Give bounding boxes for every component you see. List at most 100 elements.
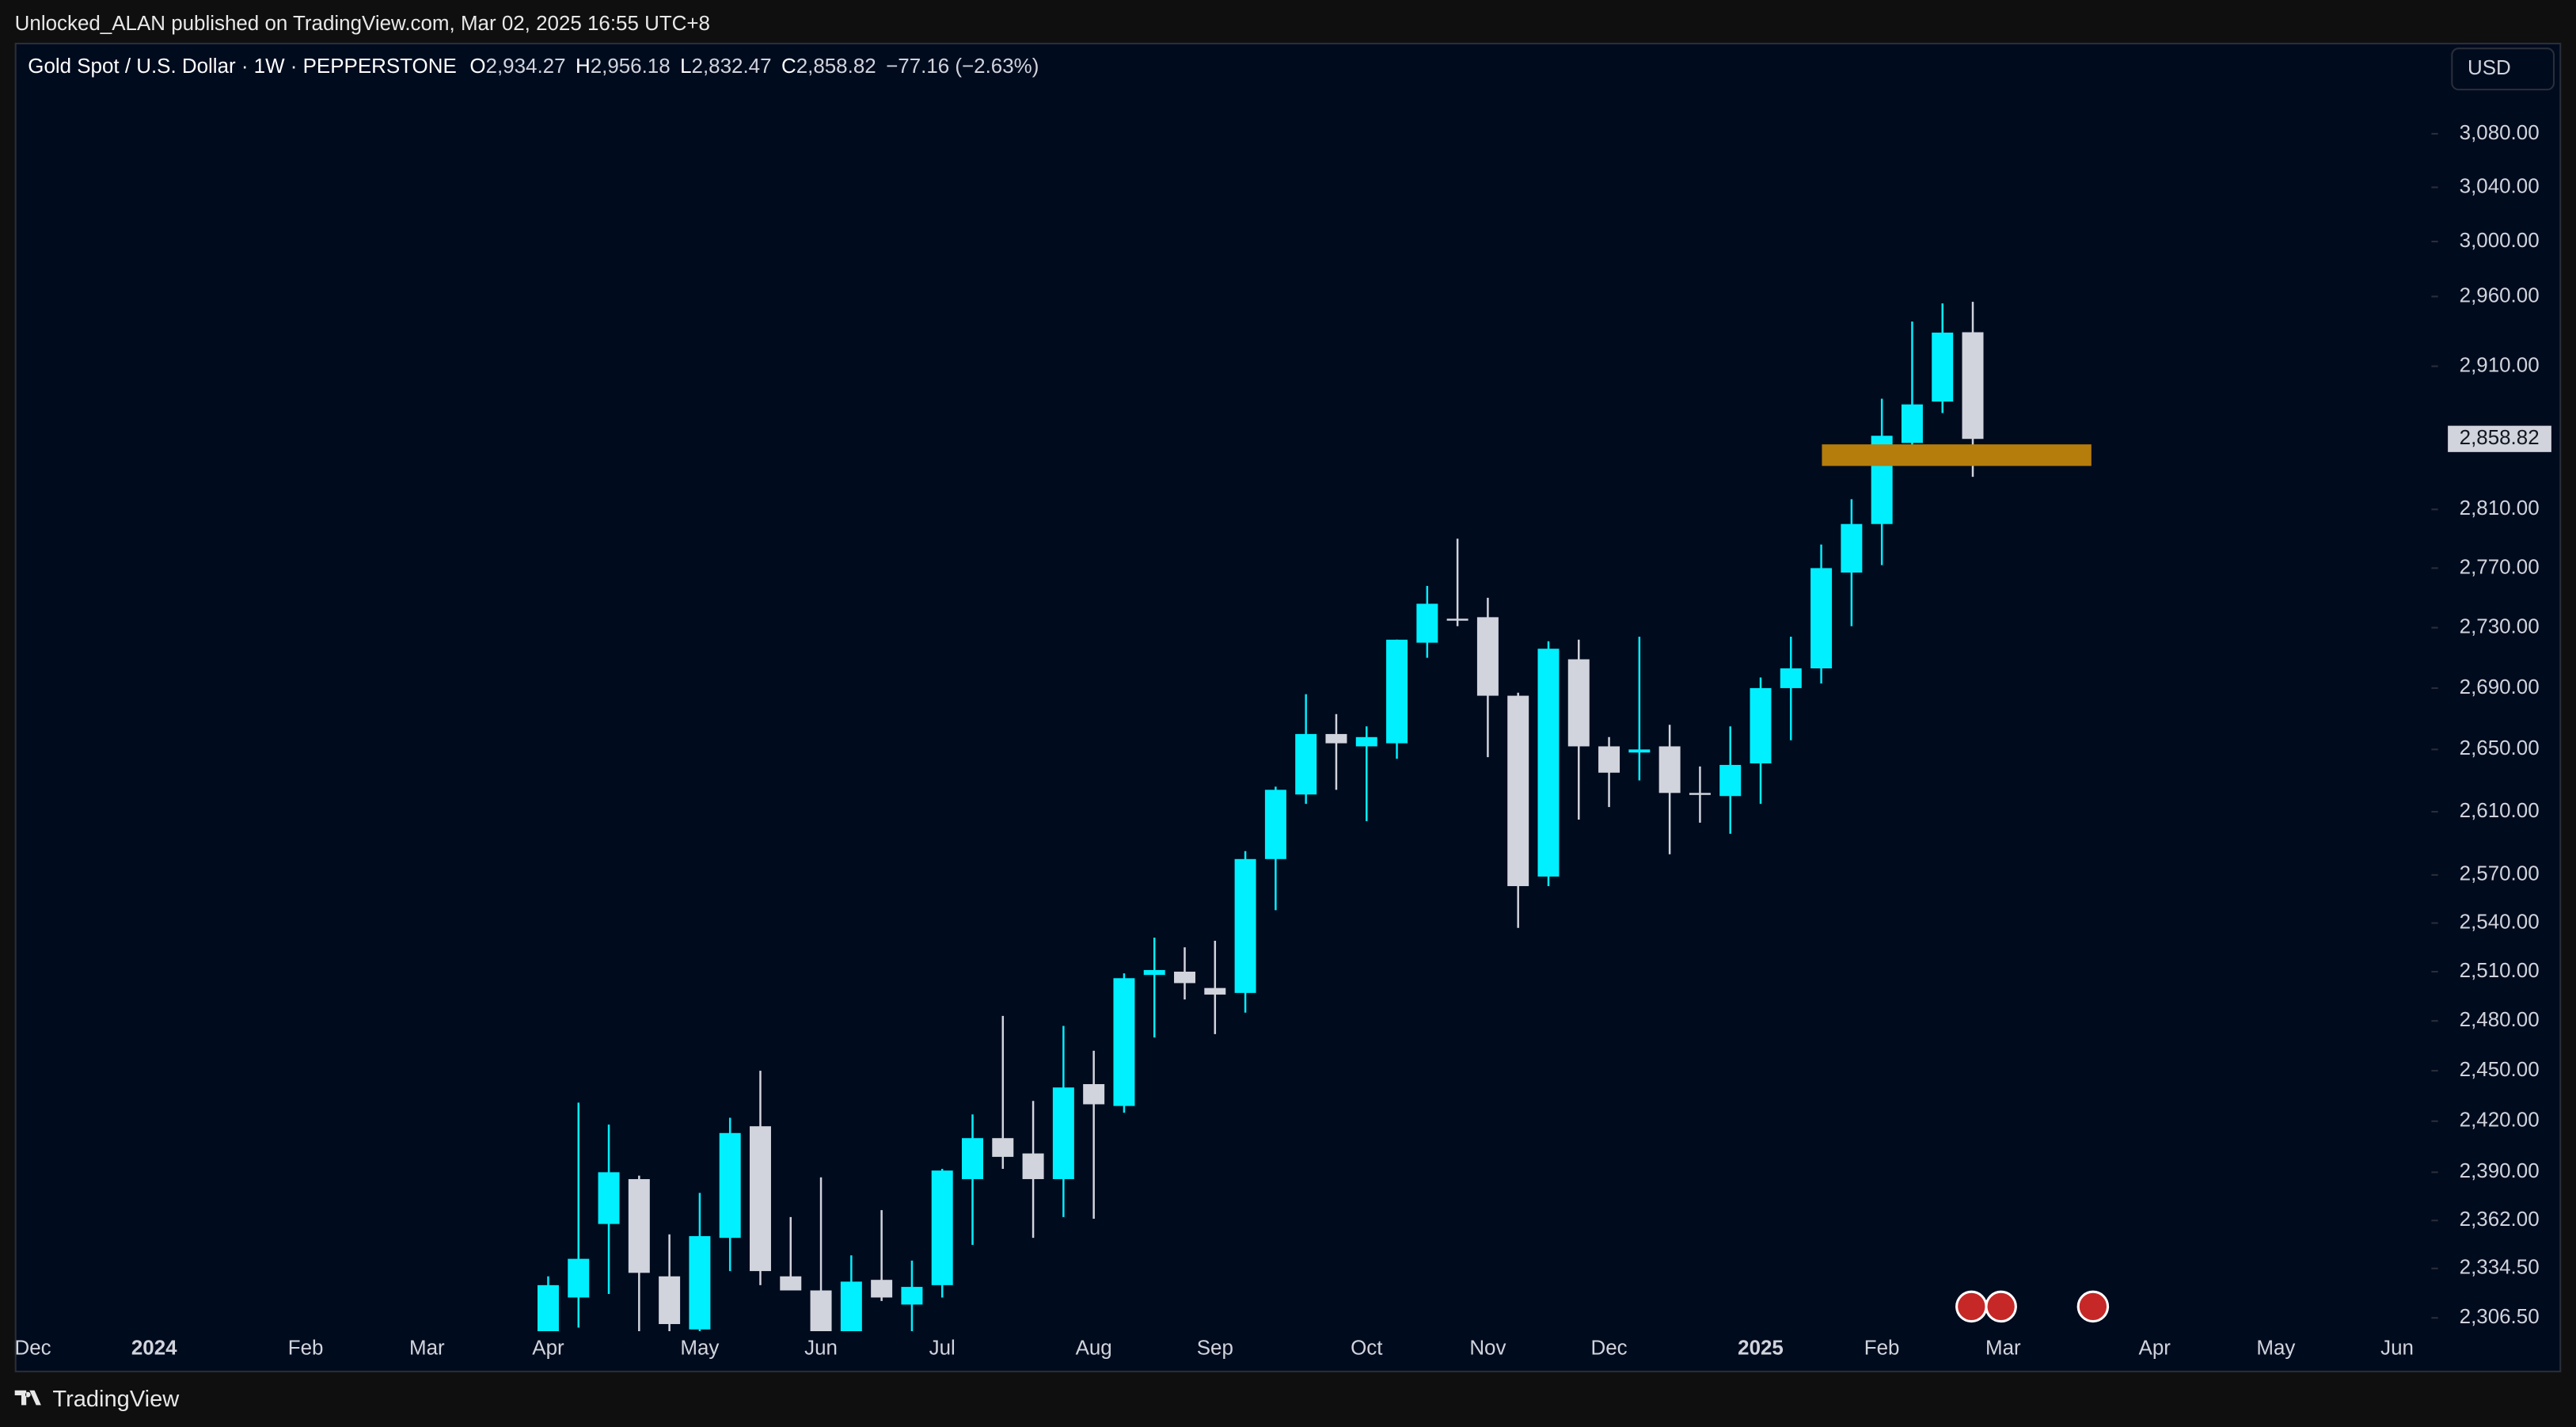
candle-body	[901, 1287, 923, 1305]
candle-body	[962, 1138, 983, 1179]
candle-body	[1598, 746, 1620, 773]
y-tick-label: 2,610.00	[2460, 800, 2540, 822]
candle-body	[992, 1138, 1014, 1157]
candle-body	[1204, 987, 1226, 995]
y-tick-label: 2,362.00	[2460, 1208, 2540, 1231]
candle-body	[598, 1172, 620, 1224]
legend-low: 2,832.47	[692, 55, 772, 78]
y-tick-label: 2,420.00	[2460, 1109, 2540, 1132]
candle-body	[1901, 404, 1923, 443]
candle-body	[1750, 687, 1772, 763]
y-tick-label: 2,690.00	[2460, 676, 2540, 698]
last-price-label: 2,858.82	[2460, 427, 2540, 449]
currency-label[interactable]: USD	[2468, 57, 2511, 79]
candle-body	[749, 1126, 771, 1272]
candle-body	[1083, 1084, 1105, 1105]
y-tick-label: 2,650.00	[2460, 737, 2540, 759]
brand-name: TradingView	[52, 1387, 180, 1412]
x-tick-label: Feb	[1864, 1338, 1900, 1360]
x-tick-label: Feb	[288, 1338, 324, 1360]
candle-body	[537, 1284, 559, 1332]
x-tick-label: May	[2256, 1338, 2295, 1360]
x-tick-label: Mar	[1985, 1338, 2021, 1360]
legend-key: L	[680, 55, 691, 78]
candle-body	[568, 1258, 590, 1298]
candle-body	[1386, 639, 1408, 744]
candle-body	[1628, 749, 1651, 753]
candle-body	[1416, 603, 1438, 643]
event-flag[interactable]	[2076, 1290, 2110, 1323]
candle-body	[1841, 523, 1863, 573]
candle-body	[1932, 333, 1954, 402]
candle-body	[1567, 659, 1590, 747]
candle-body	[628, 1178, 650, 1273]
candle-body	[1780, 668, 1802, 688]
x-tick-label: Aug	[1076, 1338, 1112, 1360]
candle-body	[1325, 733, 1347, 744]
x-tick-label: Jul	[929, 1338, 956, 1360]
legend-close: 2,858.82	[796, 55, 876, 78]
y-tick-label: 2,810.00	[2460, 497, 2540, 519]
y-tick-label: 2,480.00	[2460, 1009, 2540, 1031]
candle-body	[1507, 695, 1529, 886]
candle-body	[719, 1132, 741, 1239]
candle-body	[840, 1281, 862, 1332]
candle-body	[1962, 332, 1984, 440]
legend-open: 2,934.27	[486, 55, 566, 78]
event-flag[interactable]	[1985, 1290, 2017, 1323]
y-tick-label: 2,960.00	[2460, 284, 2540, 306]
y-tick-label: 2,306.50	[2460, 1306, 2540, 1328]
brand-logo	[14, 1390, 41, 1406]
candle-body	[1446, 618, 1468, 621]
x-tick-label: Apr	[532, 1338, 564, 1360]
candle-body	[1022, 1153, 1044, 1179]
logo-mark	[14, 1390, 41, 1406]
last-price-tag	[2448, 425, 2551, 452]
candle-body	[810, 1290, 832, 1332]
candle-body	[1658, 746, 1681, 793]
x-tick-label: Sep	[1197, 1338, 1233, 1360]
legend: Gold Spot / U.S. Dollar · 1W · PEPPERSTO…	[28, 55, 1039, 78]
y-tick-label: 2,570.00	[2460, 863, 2540, 885]
x-tick-label: 2025	[1738, 1338, 1784, 1360]
y-tick-label: 2,510.00	[2460, 960, 2540, 982]
x-tick-label: Jun	[2380, 1338, 2414, 1360]
y-tick-label: 2,334.50	[2460, 1257, 2540, 1279]
x-tick-label: Jun	[804, 1338, 838, 1360]
currency-button[interactable]	[2451, 48, 2555, 91]
candle-body	[780, 1276, 802, 1291]
y-tick-label: 2,390.00	[2460, 1160, 2540, 1182]
event-flag[interactable]	[1955, 1290, 1988, 1323]
legend-change: −77.16 (−2.63%)	[886, 55, 1039, 78]
x-tick-label: 2024	[131, 1338, 177, 1360]
y-tick-label: 2,730.00	[2460, 615, 2540, 637]
candle-body	[871, 1280, 893, 1298]
plot-area	[537, 302, 2092, 1332]
x-tick-label: Dec	[14, 1338, 51, 1360]
symbol: Gold Spot / U.S. Dollar · 1W · PEPPERSTO…	[28, 55, 456, 78]
candle-body	[689, 1235, 711, 1330]
legend-key: C	[781, 55, 796, 78]
candle-body	[659, 1276, 681, 1325]
candle-body	[1143, 969, 1165, 976]
candle-body	[1295, 733, 1317, 795]
x-tick-label: Dec	[1590, 1338, 1627, 1360]
candle-body	[1476, 617, 1499, 696]
candle-body	[1810, 568, 1833, 669]
candle-body	[1537, 649, 1560, 877]
legend-key: O	[469, 55, 485, 78]
candle-body	[1052, 1087, 1074, 1179]
x-tick-label: Apr	[2139, 1338, 2171, 1360]
candle-body	[1174, 972, 1196, 984]
legend-key: H	[576, 55, 591, 78]
x-tick-label: Mar	[409, 1338, 445, 1360]
event-flags	[1955, 1290, 2110, 1323]
price-zone	[1822, 444, 2092, 466]
legend-high: 2,956.18	[591, 55, 671, 78]
chart-pane	[14, 42, 2562, 1372]
y-tick-label: 3,000.00	[2460, 230, 2540, 252]
candle-body	[1264, 790, 1286, 859]
y-tick-label: 2,450.00	[2460, 1059, 2540, 1081]
